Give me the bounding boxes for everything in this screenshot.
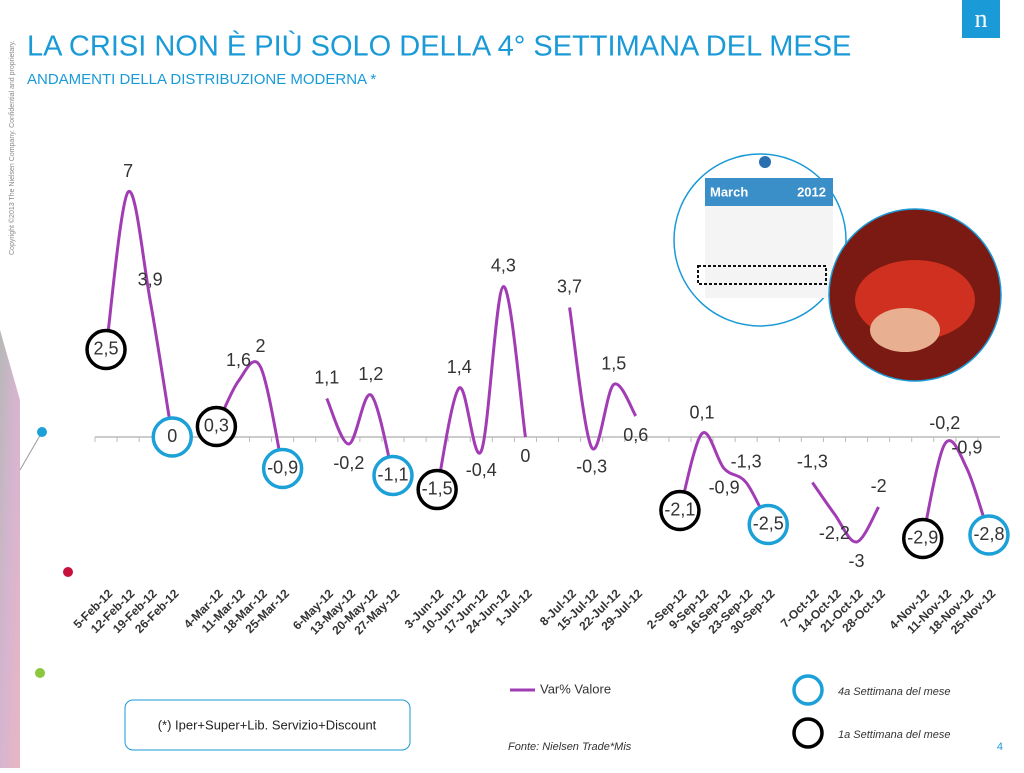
data-label: -0,2 — [929, 413, 960, 433]
decoration — [19, 431, 43, 471]
calendar-image: March 2012 — [673, 153, 847, 327]
data-label: -0,3 — [576, 456, 607, 476]
data-label: 1,5 — [601, 353, 626, 373]
data-label: 1,4 — [447, 357, 472, 377]
data-label: -0,9 — [267, 457, 298, 477]
data-label: -2,9 — [907, 527, 938, 547]
highlight-circle — [151, 416, 194, 458]
highlight-circle — [416, 468, 458, 511]
title: LA CRISI NON È PIÙ SOLO DELLA 4° SETTIMA… — [27, 30, 851, 63]
wallet-image — [828, 208, 1002, 382]
data-label: 0,3 — [204, 415, 229, 435]
logo — [962, 0, 1000, 38]
data-label: 0 — [520, 446, 530, 466]
calendar-year: 2012 — [797, 184, 826, 199]
line — [435, 284, 527, 490]
line — [678, 431, 770, 526]
highlight-circle — [261, 447, 304, 490]
legend-circle — [792, 717, 824, 749]
calendar-week — [697, 265, 827, 285]
calendar-body — [705, 206, 833, 298]
highlight-circle — [195, 405, 238, 448]
data-label: -0,9 — [709, 477, 740, 497]
footnote-box — [124, 699, 411, 751]
calendar-month: March — [710, 184, 748, 199]
data-label: -2,2 — [819, 523, 850, 543]
line — [215, 360, 285, 469]
line — [104, 190, 174, 438]
data-label: -2,5 — [753, 513, 784, 533]
highlight-circle — [968, 514, 1010, 556]
pin — [759, 156, 771, 168]
hand — [870, 308, 940, 352]
data-label: 2 — [256, 336, 266, 356]
data-label: -1,3 — [797, 451, 828, 471]
data-label: -2 — [871, 476, 887, 496]
decoration-dot — [37, 427, 47, 437]
data-label: 0,6 — [623, 425, 648, 445]
source: Fonte: Nielsen Trade*Mis — [508, 741, 632, 753]
decoration-dot — [35, 668, 45, 678]
data-label: 4,3 — [491, 255, 516, 275]
data-label: -3 — [849, 551, 865, 571]
decoration-dot — [63, 567, 73, 577]
logo-text: n — [975, 4, 988, 33]
data-label: -1,1 — [377, 464, 408, 484]
line — [921, 439, 991, 539]
highlight-circle — [747, 503, 789, 546]
data-label: 1,2 — [358, 364, 383, 384]
data-label: -0,4 — [466, 460, 497, 480]
footnote: (*) Iper+Super+Lib. Servizio+Discount — [158, 717, 377, 732]
decoration — [0, 330, 20, 768]
data-label: 1,6 — [226, 350, 251, 370]
legend-circle — [792, 674, 824, 706]
calendar-header — [705, 178, 833, 206]
data-label: -2,8 — [973, 524, 1004, 544]
line — [568, 307, 638, 451]
legend-label: 1a Settimana del mese — [838, 729, 951, 741]
highlight-circle — [85, 328, 127, 371]
data-label: 0,1 — [689, 402, 714, 422]
copyright: Copyright ©2013 The Nielsen Company. Con… — [8, 40, 16, 255]
data-label: 1,1 — [314, 367, 339, 387]
data-label: -2,1 — [664, 499, 695, 519]
data-label: 0 — [167, 426, 177, 446]
legend-label: Var% Valore — [540, 681, 611, 696]
highlight-circle — [901, 517, 944, 560]
line — [811, 481, 880, 544]
subtitle: ANDAMENTI DELLA DISTRIBUZIONE MODERNA * — [27, 71, 376, 88]
data-label: -0,2 — [333, 453, 364, 473]
data-label: 3,7 — [557, 276, 582, 296]
legend-label: 4a Settimana del mese — [838, 686, 951, 698]
data-label: 2,5 — [94, 338, 119, 358]
data-label: -0,9 — [951, 437, 982, 457]
page-number: 4 — [997, 741, 1003, 753]
line — [325, 393, 395, 476]
highlight-circle — [659, 489, 701, 532]
data-label: -1,3 — [731, 451, 762, 471]
highlight-circle — [372, 454, 414, 497]
data-label: 3,9 — [138, 269, 163, 289]
data-label: -1,5 — [422, 478, 453, 498]
data-label: 7 — [123, 161, 133, 181]
